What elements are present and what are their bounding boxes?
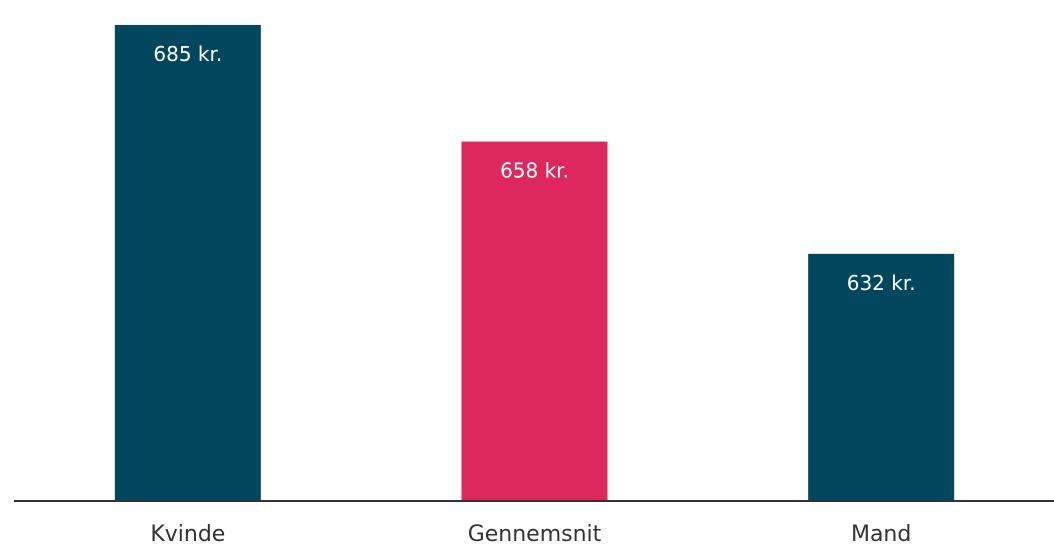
value-label-gennemsnit: 658 kr. <box>500 159 569 183</box>
value-label-kvinde: 685 kr. <box>153 42 222 66</box>
bar-kvinde <box>114 24 261 501</box>
bar-gennemsnit <box>461 141 608 500</box>
x-tick-labels-group: Kvinde Gennemsnit Mand <box>150 522 911 546</box>
x-tick-label-gennemsnit: Gennemsnit <box>468 522 602 546</box>
bar-mand <box>808 253 955 500</box>
value-label-mand: 632 kr. <box>847 271 916 295</box>
value-labels-group: 685 kr. 658 kr. 632 kr. <box>153 42 915 295</box>
bars-group <box>114 24 955 501</box>
x-tick-label-kvinde: Kvinde <box>150 522 225 546</box>
x-tick-label-mand: Mand <box>851 522 911 546</box>
